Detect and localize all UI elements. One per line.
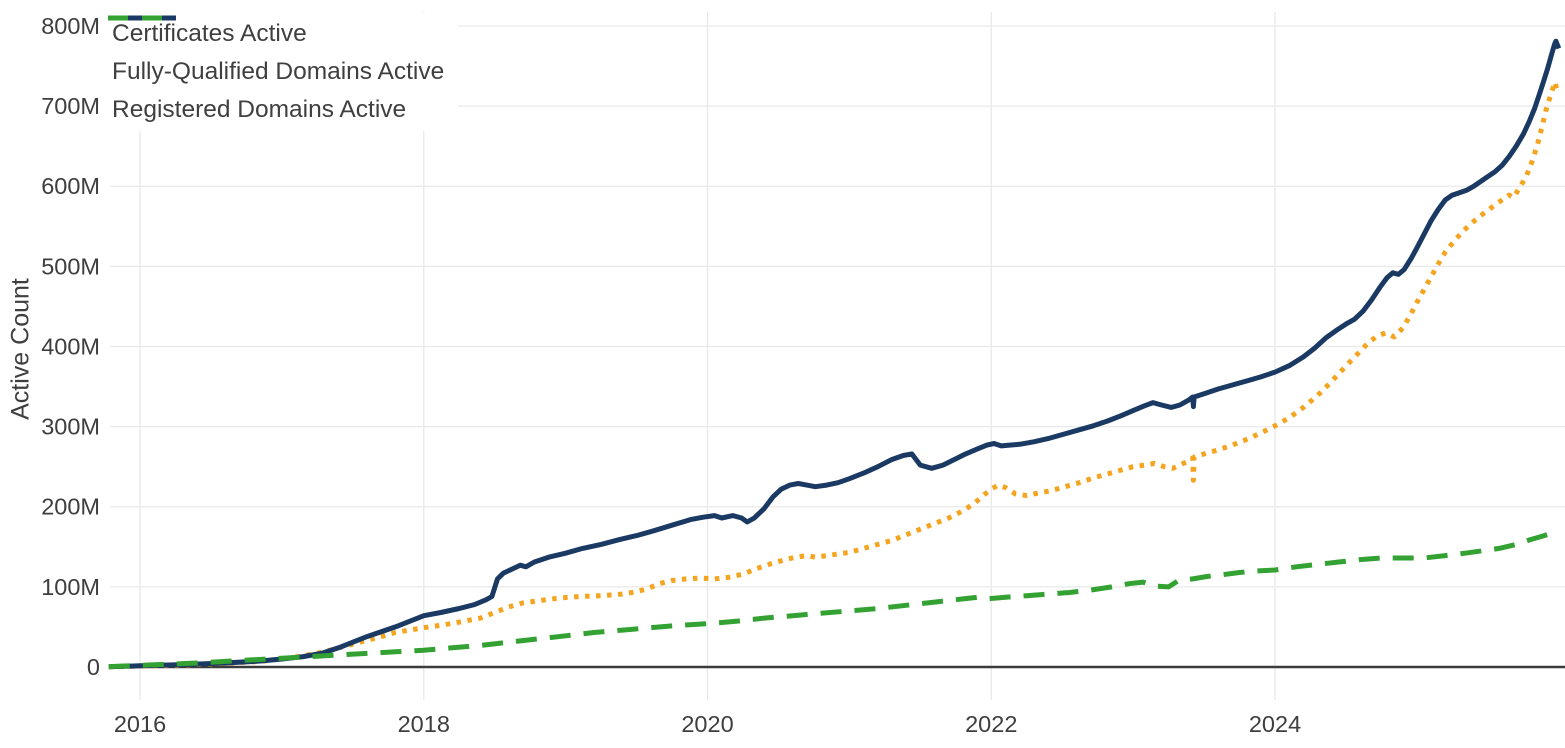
y-tick-label: 100M bbox=[41, 574, 100, 600]
legend: Certificates Active Fully-Qualified Domai… bbox=[108, 13, 459, 131]
legend-label: Certificates Active bbox=[112, 20, 307, 47]
series-line-fully-qualified-domains-active bbox=[108, 38, 1562, 670]
y-tick-label: 500M bbox=[41, 253, 100, 279]
x-tick-label: 2018 bbox=[398, 711, 450, 737]
x-tick-label: 2024 bbox=[1249, 711, 1301, 737]
y-tick-label: 300M bbox=[41, 414, 100, 440]
legend-label: Registered Domains Active bbox=[112, 96, 407, 123]
y-tick-label: 200M bbox=[41, 494, 100, 520]
y-tick-label: 400M bbox=[41, 333, 100, 359]
x-tick-label: 2020 bbox=[681, 711, 733, 737]
y-tick-label: 800M bbox=[41, 13, 100, 39]
legend-item-registered-domains-active[interactable]: Registered Domains Active bbox=[108, 15, 444, 129]
legend-swatch-dashed-line bbox=[108, 15, 176, 21]
legend-label: Fully-Qualified Domains Active bbox=[112, 58, 445, 85]
legend-item-fully-qualified-domains-active[interactable]: Fully-Qualified Domains Active bbox=[108, 15, 445, 91]
x-tick-label: 2022 bbox=[965, 711, 1017, 737]
y-tick-label: 0 bbox=[87, 654, 100, 680]
y-axis-title: Active Count bbox=[6, 278, 35, 420]
y-tick-label: 600M bbox=[41, 173, 100, 199]
series-line-certificates-active bbox=[108, 79, 1560, 670]
x-tick-label: 2016 bbox=[114, 711, 166, 737]
series-line-registered-domains-active bbox=[108, 530, 1553, 670]
y-tick-label: 700M bbox=[41, 93, 100, 119]
